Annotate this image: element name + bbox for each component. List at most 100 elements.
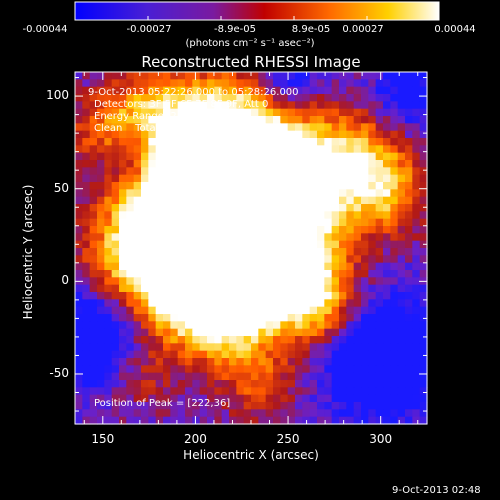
heatmap-cell bbox=[405, 130, 413, 139]
heatmap-cell bbox=[133, 196, 142, 205]
heatmap-cell bbox=[361, 116, 369, 124]
heatmap-cell bbox=[405, 240, 413, 249]
heatmap-cell bbox=[243, 343, 252, 352]
heatmap-cell bbox=[295, 108, 303, 117]
heatmap-cell bbox=[133, 211, 142, 220]
heatmap-cell bbox=[236, 123, 245, 132]
heatmap-cell bbox=[192, 72, 201, 80]
heatmap-cell bbox=[192, 116, 201, 124]
heatmap-cell bbox=[243, 182, 252, 190]
heatmap-cell bbox=[221, 328, 230, 337]
heatmap-cell bbox=[75, 284, 83, 293]
heatmap-cell bbox=[207, 138, 215, 146]
heatmap-cell bbox=[155, 145, 164, 154]
heatmap-cell bbox=[229, 365, 237, 374]
heatmap-cell bbox=[287, 138, 296, 146]
heatmap-cell bbox=[229, 233, 237, 242]
heatmap-cell bbox=[273, 270, 281, 278]
heatmap-cell bbox=[317, 292, 325, 300]
heatmap-cell bbox=[368, 372, 377, 381]
heatmap-cell bbox=[82, 174, 91, 183]
heatmap-cell bbox=[104, 262, 113, 271]
heatmap-cell bbox=[317, 86, 325, 95]
heatmap-cell bbox=[397, 189, 406, 198]
heatmap-cell bbox=[199, 350, 208, 359]
heatmap-cell bbox=[111, 402, 120, 410]
heatmap-cell bbox=[383, 218, 391, 227]
heatmap-cell bbox=[353, 204, 362, 212]
heatmap-cell bbox=[236, 108, 245, 117]
heatmap-cell bbox=[163, 123, 171, 132]
heatmap-cell bbox=[199, 336, 208, 344]
heatmap-cell bbox=[251, 248, 259, 256]
heatmap-cell bbox=[163, 152, 171, 161]
heatmap-cell bbox=[405, 336, 413, 344]
heatmap-cell bbox=[111, 174, 120, 183]
heatmap-cell bbox=[375, 284, 384, 293]
heatmap-cell bbox=[353, 72, 362, 80]
heatmap-cell bbox=[133, 416, 142, 425]
heatmap-cell bbox=[221, 284, 230, 293]
heatmap-cell bbox=[141, 350, 149, 359]
heatmap-cell bbox=[243, 86, 252, 95]
heatmap-cell bbox=[163, 270, 171, 278]
heatmap-cell bbox=[163, 218, 171, 227]
heatmap-cell bbox=[185, 152, 193, 161]
heatmap-cell bbox=[346, 394, 355, 403]
heatmap-cell bbox=[170, 416, 179, 425]
heatmap-cell bbox=[185, 160, 193, 168]
heatmap-cell bbox=[324, 160, 333, 168]
heatmap-cell bbox=[353, 314, 362, 322]
heatmap-cell bbox=[273, 196, 281, 205]
heatmap-cell bbox=[317, 211, 325, 220]
heatmap-cell bbox=[199, 182, 208, 190]
heatmap-cell bbox=[397, 292, 406, 300]
heatmap-cell bbox=[243, 380, 252, 388]
heatmap-cell bbox=[177, 226, 186, 234]
heatmap-cell bbox=[339, 204, 347, 212]
heatmap-cell bbox=[236, 240, 245, 249]
heatmap-cell bbox=[324, 262, 333, 271]
heatmap-cell bbox=[119, 343, 127, 352]
heatmap-cell bbox=[419, 189, 428, 198]
heatmap-cell bbox=[141, 416, 149, 425]
heatmap-cell bbox=[185, 321, 193, 330]
heatmap-cell bbox=[133, 372, 142, 381]
heatmap-cell bbox=[419, 167, 428, 176]
heatmap-cell bbox=[104, 402, 113, 410]
heatmap-cell bbox=[163, 387, 171, 396]
heatmap-cell bbox=[375, 409, 384, 418]
heatmap-cell bbox=[82, 108, 91, 117]
heatmap-cell bbox=[324, 299, 333, 308]
heatmap-cell bbox=[383, 211, 391, 220]
heatmap-cell bbox=[229, 277, 237, 286]
heatmap-cell bbox=[339, 72, 347, 80]
heatmap-cell bbox=[119, 365, 127, 374]
heatmap-cell bbox=[214, 270, 223, 278]
heatmap-cell bbox=[309, 387, 318, 396]
heatmap-cell bbox=[317, 123, 325, 132]
heatmap-cell bbox=[236, 211, 245, 220]
heatmap-cell bbox=[75, 130, 83, 139]
heatmap-cell bbox=[317, 409, 325, 418]
heatmap-cell bbox=[97, 182, 105, 190]
heatmap-cell bbox=[177, 255, 186, 264]
heatmap-cell bbox=[119, 145, 127, 154]
heatmap-cell bbox=[236, 189, 245, 198]
heatmap-cell bbox=[302, 321, 311, 330]
heatmap-cell bbox=[287, 248, 296, 256]
heatmap-cell bbox=[419, 416, 428, 425]
heatmap-cell bbox=[163, 130, 171, 139]
heatmap-cell bbox=[287, 284, 296, 293]
heatmap-cell bbox=[148, 167, 157, 176]
heatmap-cell bbox=[295, 416, 303, 425]
heatmap-cell bbox=[97, 306, 105, 315]
heatmap-cell bbox=[236, 328, 245, 337]
heatmap-cell bbox=[163, 116, 171, 124]
heatmap-cell bbox=[199, 145, 208, 154]
heatmap-cell bbox=[163, 108, 171, 117]
heatmap-cell bbox=[82, 86, 91, 95]
heatmap-cell bbox=[170, 314, 179, 322]
heatmap-cell bbox=[368, 409, 377, 418]
heatmap-cell bbox=[111, 292, 120, 300]
